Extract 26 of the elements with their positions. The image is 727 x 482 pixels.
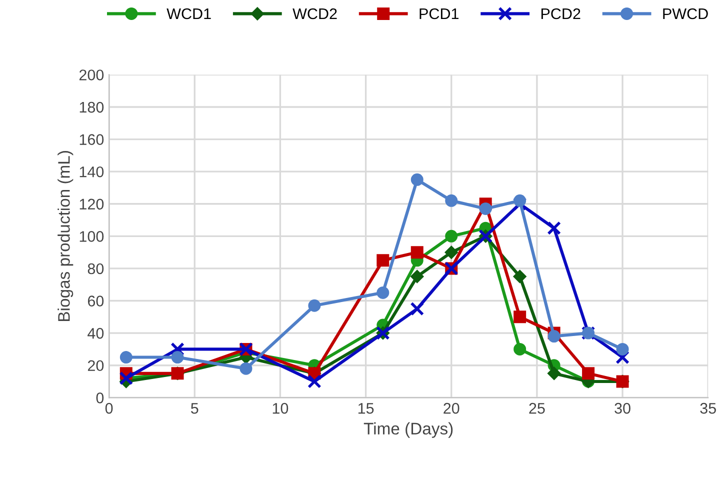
x-tick-label: 35 xyxy=(700,402,716,414)
y-tick-label: 140 xyxy=(80,166,104,178)
y-tick-label: 180 xyxy=(80,102,104,113)
y-tick-label: 0 xyxy=(96,392,104,404)
x-tick-label: 5 xyxy=(190,403,198,414)
y-tick-label: 80 xyxy=(88,263,104,274)
legend-label: PCD2 xyxy=(541,8,580,20)
y-tick-label: 160 xyxy=(80,134,104,145)
y-tick-label: 100 xyxy=(80,231,104,242)
x-tick-label: 20 xyxy=(444,402,460,414)
x-tick-label: 0 xyxy=(105,402,113,414)
y-axis-title: Biogas production (mL) xyxy=(58,151,74,321)
y-tick-label: 120 xyxy=(80,198,104,210)
legend-label: PWCD xyxy=(663,8,708,20)
x-tick-label: 30 xyxy=(614,402,630,414)
y-tick-label: 20 xyxy=(88,360,104,372)
x-tick-label: 10 xyxy=(272,402,288,414)
y-tick-label: 200 xyxy=(79,70,104,80)
y-tick-label: 40 xyxy=(88,328,104,339)
x-axis-title: Time (Days) xyxy=(364,422,453,438)
legend-label: PCD1 xyxy=(420,8,458,20)
x-tick-label: 15 xyxy=(358,403,374,414)
legend-label: WCD1 xyxy=(166,8,211,20)
legend-label: WCD2 xyxy=(292,8,337,20)
y-tick-label: 60 xyxy=(88,296,104,306)
x-tick-label: 25 xyxy=(529,402,545,414)
